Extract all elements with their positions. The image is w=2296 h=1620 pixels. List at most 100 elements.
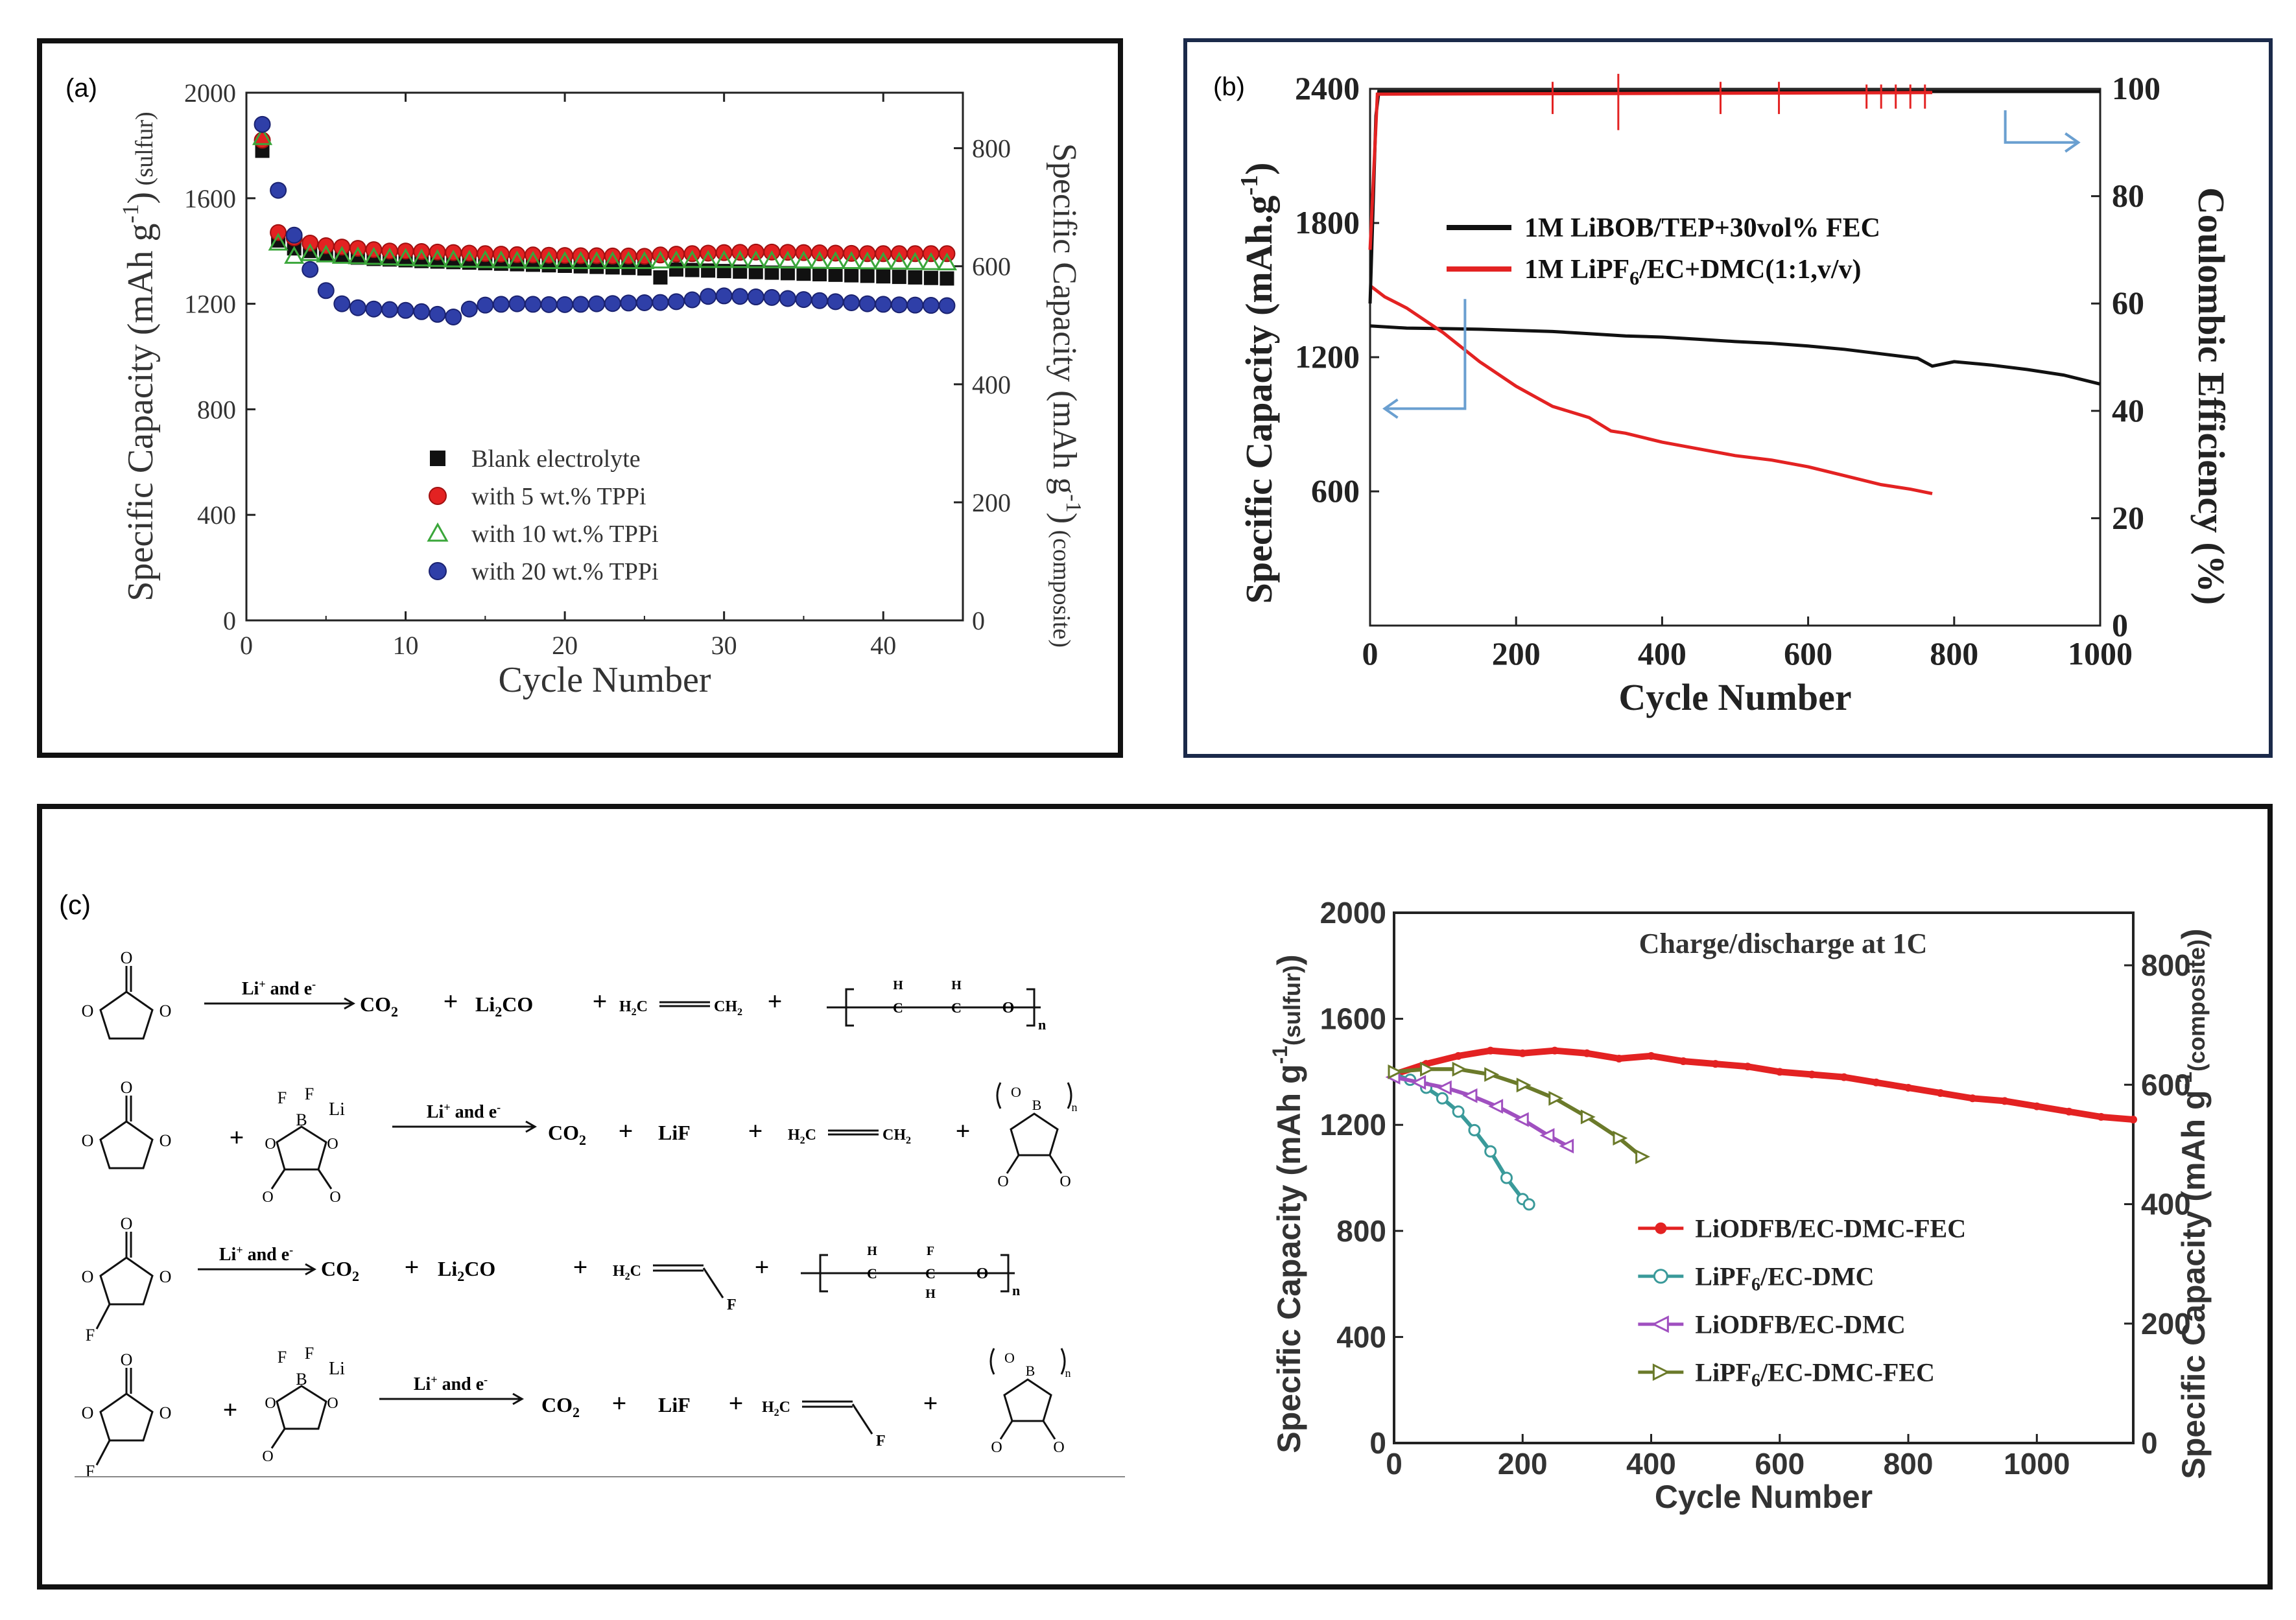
data-point (525, 246, 541, 264)
plus-sign: + (768, 987, 783, 1016)
series-line-4 (1368, 91, 1933, 250)
y2-tick-label: 80 (2112, 178, 2144, 214)
text-span: Specific Capacity (mAh g (1271, 1064, 1307, 1453)
text-span: 2 (352, 1268, 359, 1284)
arrow-left-axis (1384, 299, 1467, 410)
bracket (1060, 1348, 1066, 1375)
legend-label: with 20 wt.% TPPi (471, 558, 659, 585)
y2-tick-label: 20 (2112, 499, 2144, 535)
legend-label: with 5 wt.% TPPi (471, 483, 646, 510)
atom-label: O (1004, 1350, 1015, 1366)
data-point (554, 251, 575, 269)
x-tick-label: 600 (1755, 1447, 1805, 1481)
data-point (889, 252, 910, 270)
legend-marker (1655, 1222, 1667, 1234)
atom-label: Li (329, 1359, 345, 1379)
product-co2: CO2 (548, 1121, 586, 1148)
atom-label: O (121, 1350, 133, 1369)
text-span: 6 (1751, 1275, 1760, 1295)
text-span: Specific Capacity (mAh g (121, 223, 161, 601)
data-point (506, 250, 528, 269)
atom-label: O (160, 1131, 172, 1150)
text-span: CO (321, 1257, 352, 1280)
data-point (763, 288, 781, 306)
atom-label: F (278, 1348, 287, 1367)
data-point (460, 300, 478, 318)
data-point (1904, 1083, 1913, 1092)
y2-tick-label: 400 (972, 370, 1011, 399)
text-span: C (637, 998, 648, 1015)
atom-label: n (1072, 1101, 1078, 1114)
data-point (618, 251, 639, 269)
arrow-head (2065, 132, 2081, 153)
atom-label: O (265, 1395, 276, 1412)
y2-tick-label: 40 (2112, 392, 2144, 428)
data-point (1484, 1067, 1500, 1082)
chart-b: (b) 0 200 400 600 800 1000 600 1200 1800 2400 0 20 40… (1213, 70, 2232, 718)
y-tick-label: 0 (1369, 1426, 1386, 1460)
atom-label: n (1012, 1282, 1020, 1298)
data-point (270, 224, 287, 241)
atom-label: F (86, 1326, 95, 1344)
data-point (1580, 1109, 1596, 1125)
ring-bond (1010, 1112, 1059, 1156)
data-point (698, 250, 718, 268)
product-co2: CO2 (360, 992, 398, 1020)
text-span: C (630, 1263, 641, 1280)
legend-marker (1652, 1363, 1670, 1381)
data-point (1484, 1145, 1497, 1158)
plus-sign: + (444, 987, 458, 1016)
cf-bond (95, 1440, 111, 1466)
data-point (812, 267, 827, 282)
y-tick-label: 600 (1311, 473, 1360, 509)
atom-label: H (925, 1287, 936, 1301)
bracket (1026, 988, 1036, 1027)
text-span: Specific Capacity (mAh g (2175, 1090, 2212, 1479)
chart-title: Charge/discharge at 1C (1639, 928, 1928, 959)
text-span: -1 (117, 204, 143, 223)
ethylene-formula: H2C (613, 1263, 641, 1282)
text-span: CO (464, 1257, 495, 1280)
data-point (843, 294, 860, 311)
legend-label: Blank electrolyte (471, 445, 641, 473)
ethylene-formula: H2C (619, 998, 648, 1018)
text-span: /EC-DMC (1760, 1262, 1875, 1291)
atom-label: F (727, 1297, 737, 1313)
x-tick-label: 400 (1626, 1447, 1676, 1481)
y2-tick-label: 800 (2141, 948, 2191, 982)
data-point (491, 250, 512, 268)
data-point (443, 249, 464, 268)
legend-marker (429, 487, 447, 505)
y2-tick-label: 800 (972, 134, 1011, 163)
ethylene-formula: CH2 (714, 998, 742, 1018)
x-tick-label: 800 (1930, 635, 1978, 672)
atom-label: F (876, 1433, 886, 1450)
text-span: C (805, 1127, 816, 1144)
atom-label: O (121, 1078, 133, 1097)
x-tick-label: 200 (1498, 1447, 1548, 1481)
text-span: 6 (1629, 268, 1639, 289)
data-point (729, 250, 750, 268)
y-tick-label: 800 (1336, 1214, 1386, 1248)
data-point (2129, 1116, 2137, 1124)
data-point (270, 182, 287, 199)
ethylene-formula: H2C (762, 1399, 790, 1418)
product-lif: LiF (658, 1121, 691, 1144)
series-3 (1385, 1070, 1574, 1154)
data-point (669, 262, 683, 277)
y-tick-label: 1600 (184, 184, 236, 213)
data-point (809, 251, 830, 269)
atom-label: O (1011, 1084, 1021, 1100)
y-tick-label: 2400 (1295, 70, 1360, 106)
molecule-liodfb: BF F Li O O O (262, 1344, 345, 1465)
data-point (1436, 1080, 1452, 1096)
carbonyl-bond (270, 1428, 286, 1449)
carbonyl-bond (1006, 1155, 1020, 1174)
atom-label: O (1002, 1000, 1015, 1016)
data-point (571, 251, 591, 269)
text-span: ) (1238, 163, 1280, 175)
text-span: -1 (2173, 1072, 2196, 1090)
atom-label: F (927, 1244, 934, 1258)
